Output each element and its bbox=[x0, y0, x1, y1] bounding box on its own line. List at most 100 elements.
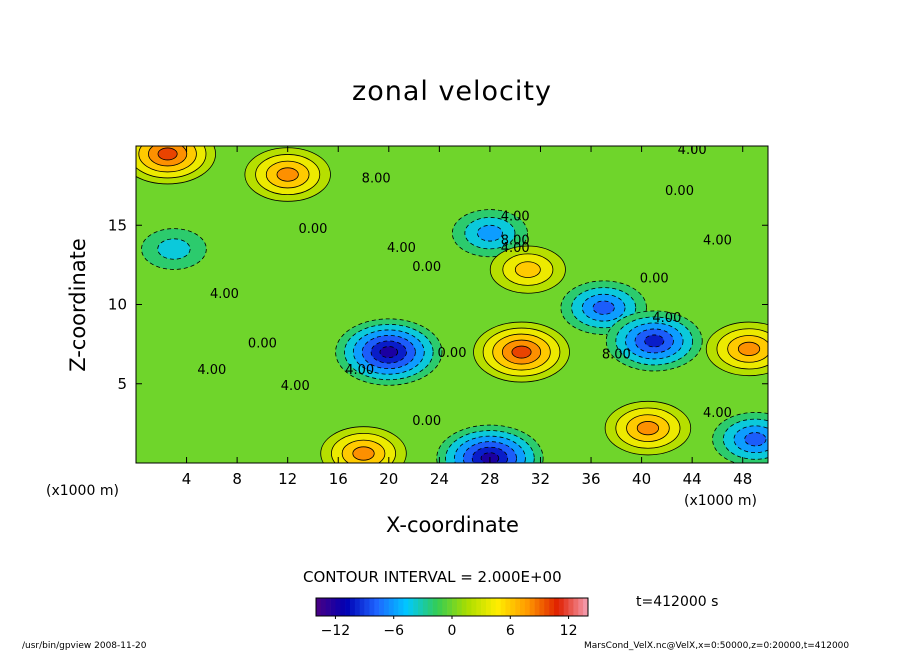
contour-label: 0.00 bbox=[412, 260, 441, 275]
contour-label: 0.00 bbox=[640, 271, 669, 286]
x-axis-label: X-coordinate bbox=[386, 513, 519, 537]
contour-label: 0.00 bbox=[665, 184, 694, 199]
colorbar-cell bbox=[388, 598, 395, 616]
colorbar-tick-label: 12 bbox=[560, 623, 578, 639]
colorbar-cell bbox=[320, 598, 327, 616]
colorbar-cell bbox=[524, 598, 531, 616]
colorbar-cell bbox=[539, 598, 545, 616]
colorbar-cell bbox=[510, 598, 516, 616]
colorbar-cell bbox=[437, 598, 443, 616]
contour-label: 4.00 bbox=[652, 311, 681, 326]
velocity-cell-12-level-1 bbox=[744, 432, 767, 447]
contour-label: 4.00 bbox=[345, 363, 374, 378]
colorbar-cell bbox=[471, 598, 477, 616]
colorbar-cell bbox=[447, 598, 453, 616]
x-tick-label: 40 bbox=[632, 470, 651, 488]
colorbar-cell bbox=[544, 598, 550, 616]
colorbar-cell bbox=[568, 598, 574, 616]
colorbar-cell bbox=[408, 598, 414, 616]
velocity-cell-2-level-1 bbox=[157, 147, 178, 161]
colorbar-cell bbox=[529, 598, 535, 616]
colorbar-cell bbox=[495, 598, 501, 616]
x-tick-label: 12 bbox=[278, 470, 297, 488]
velocity-cell-7-level-1 bbox=[592, 300, 615, 315]
footer-right: MarsCond_VelX.nc@VelX,x=0:50000,z=0:2000… bbox=[584, 641, 850, 651]
contour-interval-note: CONTOUR INTERVAL = 2.000E+00 bbox=[303, 568, 562, 586]
colorbar-cell bbox=[345, 598, 351, 616]
colorbar-cell bbox=[466, 598, 472, 616]
colorbar-cell bbox=[456, 598, 463, 616]
colorbar-tick-label: 6 bbox=[506, 623, 515, 639]
y-tick-label: 10 bbox=[108, 296, 127, 314]
contour-label: 0.00 bbox=[248, 336, 277, 351]
plot-area: 4.008.000.004.000.004.004.000.008.004.00… bbox=[136, 146, 768, 463]
velocity-cell-0-level-1 bbox=[379, 346, 399, 358]
colorbar-cell bbox=[422, 598, 429, 616]
velocity-cell-9-level-1 bbox=[476, 224, 503, 242]
velocity-cell-3-level-1 bbox=[276, 167, 299, 182]
x-tick-label: 8 bbox=[232, 470, 242, 488]
colorbar-cell bbox=[354, 598, 361, 616]
contour-label: 8.00 bbox=[602, 347, 631, 362]
x-tick-label: 28 bbox=[480, 470, 499, 488]
colorbar-cell bbox=[325, 598, 331, 616]
colorbar-cell bbox=[340, 598, 346, 616]
colorbar-cell bbox=[330, 598, 336, 616]
colorbar-cell bbox=[461, 598, 467, 616]
contour-label: 4.00 bbox=[387, 241, 416, 256]
colorbar-tick-label: −12 bbox=[321, 623, 351, 639]
colorbar-cell bbox=[500, 598, 506, 616]
colorbar-tick-label: −6 bbox=[383, 623, 404, 639]
colorbar-cell bbox=[520, 598, 526, 616]
contour-label: 0.00 bbox=[412, 414, 441, 429]
colorbar-cell bbox=[554, 598, 560, 616]
x-tick-label: 16 bbox=[329, 470, 348, 488]
y-tick-label: 5 bbox=[117, 375, 127, 393]
colorbar-cell bbox=[413, 598, 419, 616]
contour-label: 4.00 bbox=[210, 287, 239, 302]
x-tick-label: 20 bbox=[379, 470, 398, 488]
colorbar-cell bbox=[350, 598, 356, 616]
contour-label: 4.00 bbox=[281, 379, 310, 394]
y-tick-label: 15 bbox=[108, 216, 127, 234]
colorbar-cell bbox=[505, 598, 511, 616]
colorbar-cell bbox=[534, 598, 540, 616]
colorbar-cell bbox=[398, 598, 404, 616]
colorbar-cell bbox=[578, 598, 584, 616]
colorbar-cell bbox=[364, 598, 370, 616]
x-tick-label: 32 bbox=[531, 470, 550, 488]
velocity-cell-11-level-1 bbox=[352, 446, 375, 461]
colorbar-cell bbox=[359, 598, 365, 616]
colorbar-tick-label: 0 bbox=[448, 623, 457, 639]
colorbar-cell bbox=[515, 598, 521, 616]
colorbar-cell bbox=[393, 598, 399, 616]
colorbar-cell bbox=[549, 598, 555, 616]
contour-label: 4.00 bbox=[703, 406, 732, 421]
colorbar-cell bbox=[403, 598, 409, 616]
colorbar-cell bbox=[442, 598, 448, 616]
x-tick-label: 24 bbox=[430, 470, 449, 488]
velocity-cell-4-level-1 bbox=[636, 421, 660, 436]
contour-label: 4.00 bbox=[501, 209, 530, 224]
velocity-cell-1-level-1 bbox=[511, 345, 532, 359]
colorbar-cell bbox=[369, 598, 375, 616]
colorbar-cell bbox=[573, 598, 579, 616]
time-label: t=412000 s bbox=[636, 594, 719, 610]
colorbar-cell bbox=[486, 598, 492, 616]
colorbar-cell bbox=[335, 598, 341, 616]
contour-label: 4.00 bbox=[501, 241, 530, 256]
colorbar-cell bbox=[452, 598, 458, 616]
colorbar-cell bbox=[384, 598, 390, 616]
colorbar-cell bbox=[418, 598, 424, 616]
x-tick-label: 44 bbox=[683, 470, 702, 488]
x-tick-label: 36 bbox=[581, 470, 600, 488]
velocity-cell-5-level-1 bbox=[737, 341, 761, 356]
footer-left: /usr/bin/gpview 2008-11-20 bbox=[22, 641, 147, 651]
contour-label: 0.00 bbox=[438, 346, 467, 361]
contour-label: 0.00 bbox=[298, 222, 327, 237]
contour-label: 4.00 bbox=[703, 233, 732, 248]
velocity-cell-10-level-1 bbox=[514, 261, 541, 278]
colorbar-cell bbox=[427, 598, 433, 616]
